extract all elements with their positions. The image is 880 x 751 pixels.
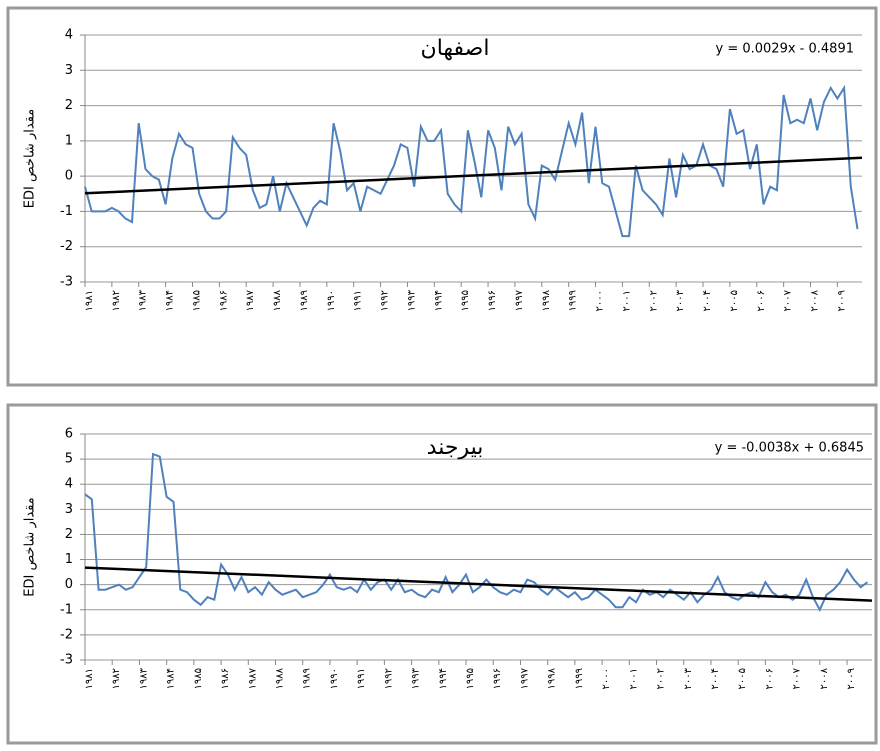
x-tick-label: ۱۹۸۸ xyxy=(272,289,283,311)
y-tick-label: -3 xyxy=(60,275,73,290)
y-tick-label: 1 xyxy=(65,133,73,148)
x-tick-label: ۲۰۰۸ xyxy=(819,667,830,689)
y-axis-label: EDI مقدار شاخص xyxy=(23,497,38,596)
x-tick-label: ۲۰۰۵ xyxy=(729,290,740,311)
x-tick-label: ۲۰۰۵ xyxy=(737,668,748,689)
panel-frame xyxy=(6,6,878,387)
y-tick-label: 5 xyxy=(65,452,73,467)
x-tick-label: ۱۹۹۲ xyxy=(380,290,391,311)
x-tick-label: ۲۰۰۰ xyxy=(601,668,612,689)
x-tick-label: ۲۰۰۶ xyxy=(756,290,767,311)
x-tick-label: ۲۰۰۹ xyxy=(846,668,857,689)
x-tick-label: ۲۰۰۰ xyxy=(595,290,606,311)
x-tick-label: ۲۰۰۳ xyxy=(683,667,694,689)
x-tick-label: ۱۹۸۹ xyxy=(302,668,313,689)
x-tick-label: ۱۹۸۸ xyxy=(275,667,286,689)
x-tick-label: ۱۹۹۹ xyxy=(568,290,579,311)
x-tick-label: ۱۹۹۰ xyxy=(329,668,340,689)
x-tick-label: ۲۰۰۶ xyxy=(764,668,775,689)
x-tick-label: ۱۹۸۹ xyxy=(299,290,310,311)
x-tick-label: ۱۹۸۷ xyxy=(247,667,258,689)
y-tick-label: 2 xyxy=(65,98,73,113)
x-tick-label: ۱۹۹۳ xyxy=(406,289,417,311)
data-line xyxy=(84,84,859,238)
x-tick-label: ۱۹۹۴ xyxy=(433,290,444,311)
y-tick-label: -3 xyxy=(60,653,73,668)
trend-line xyxy=(84,156,863,195)
x-tick-label: ۲۰۰۳ xyxy=(675,289,686,311)
x-tick-label: ۱۹۸۲ xyxy=(111,290,122,311)
x-tick-label: ۱۹۸۵ xyxy=(191,290,202,311)
x-tick-label: ۱۹۹۱ xyxy=(356,668,367,689)
x-tick-label: ۱۹۹۹ xyxy=(574,668,585,689)
y-tick-label: 1 xyxy=(65,552,73,567)
x-tick-label: ۲۰۰۷ xyxy=(792,667,803,689)
x-tick-label: ۱۹۸۱ xyxy=(84,668,95,689)
y-axis-label: EDI مقدار شاخص xyxy=(23,109,38,208)
x-tick-label: ۱۹۹۱ xyxy=(353,290,364,311)
x-tick-label: ۱۹۸۲ xyxy=(111,668,122,689)
y-tick-label: 2 xyxy=(65,527,73,542)
x-tick-label: ۲۰۰۴ xyxy=(702,290,713,311)
chart-title: بیرجند xyxy=(427,435,484,460)
x-tick-label: ۱۹۹۶ xyxy=(492,668,503,689)
y-tick-label: 3 xyxy=(65,63,73,78)
x-tick-label: ۱۹۹۸ xyxy=(541,289,552,311)
x-tick-label: ۱۹۹۳ xyxy=(411,667,422,689)
x-tick-label: ۲۰۰۲ xyxy=(648,290,659,311)
x-tick-label: ۱۹۹۵ xyxy=(460,290,471,311)
x-tick-label: ۱۹۹۲ xyxy=(383,668,394,689)
x-tick-label: ۱۹۸۳ xyxy=(138,289,149,311)
trend-equation: y = -0.0038x + 0.6845 xyxy=(715,441,864,456)
data-line xyxy=(84,452,869,613)
y-tick-label: -1 xyxy=(60,602,73,617)
x-tick-label: ۱۹۹۸ xyxy=(547,667,558,689)
x-tick-label: ۱۹۸۶ xyxy=(218,290,229,311)
y-tick-label: 0 xyxy=(65,169,73,184)
x-tick-label: ۱۹۹۰ xyxy=(326,290,337,311)
y-tick-label: 4 xyxy=(65,477,73,492)
x-tick-label: ۲۰۰۱ xyxy=(628,668,639,689)
x-tick-label: ۱۹۹۴ xyxy=(438,668,449,689)
x-tick-label: ۱۹۹۷ xyxy=(519,667,530,689)
y-tick-label: 4 xyxy=(65,28,73,43)
y-tick-label: -2 xyxy=(60,239,73,254)
x-tick-label: ۱۹۸۷ xyxy=(245,289,256,311)
x-tick-label: ۱۹۸۱ xyxy=(84,290,95,311)
y-tick-label: -2 xyxy=(60,627,73,642)
x-tick-label: ۲۰۰۱ xyxy=(621,290,632,311)
x-tick-label: ۱۹۹۵ xyxy=(465,668,476,689)
x-tick-label: ۲۰۰۷ xyxy=(783,289,794,311)
x-tick-label: ۱۹۹۷ xyxy=(514,289,525,311)
y-tick-label: 6 xyxy=(65,427,73,442)
x-tick-label: ۱۹۸۵ xyxy=(193,668,204,689)
x-tick-label: ۲۰۰۲ xyxy=(656,668,667,689)
chart-title: اصفهان xyxy=(421,36,490,61)
y-tick-label: 0 xyxy=(65,577,73,592)
trend-line xyxy=(84,566,873,602)
x-tick-label: ۱۹۸۴ xyxy=(166,668,177,689)
x-tick-label: ۱۹۸۶ xyxy=(220,668,231,689)
x-tick-label: ۲۰۰۴ xyxy=(710,668,721,689)
x-tick-label: ۱۹۹۶ xyxy=(487,290,498,311)
y-tick-label: -1 xyxy=(60,204,73,219)
trend-equation: y = 0.0029x - 0.4891 xyxy=(716,42,854,57)
x-tick-label: ۲۰۰۹ xyxy=(836,290,847,311)
y-tick-label: 3 xyxy=(65,502,73,517)
x-tick-label: ۲۰۰۸ xyxy=(809,289,820,311)
x-tick-label: ۱۹۸۳ xyxy=(138,667,149,689)
x-tick-label: ۱۹۸۴ xyxy=(165,290,176,311)
